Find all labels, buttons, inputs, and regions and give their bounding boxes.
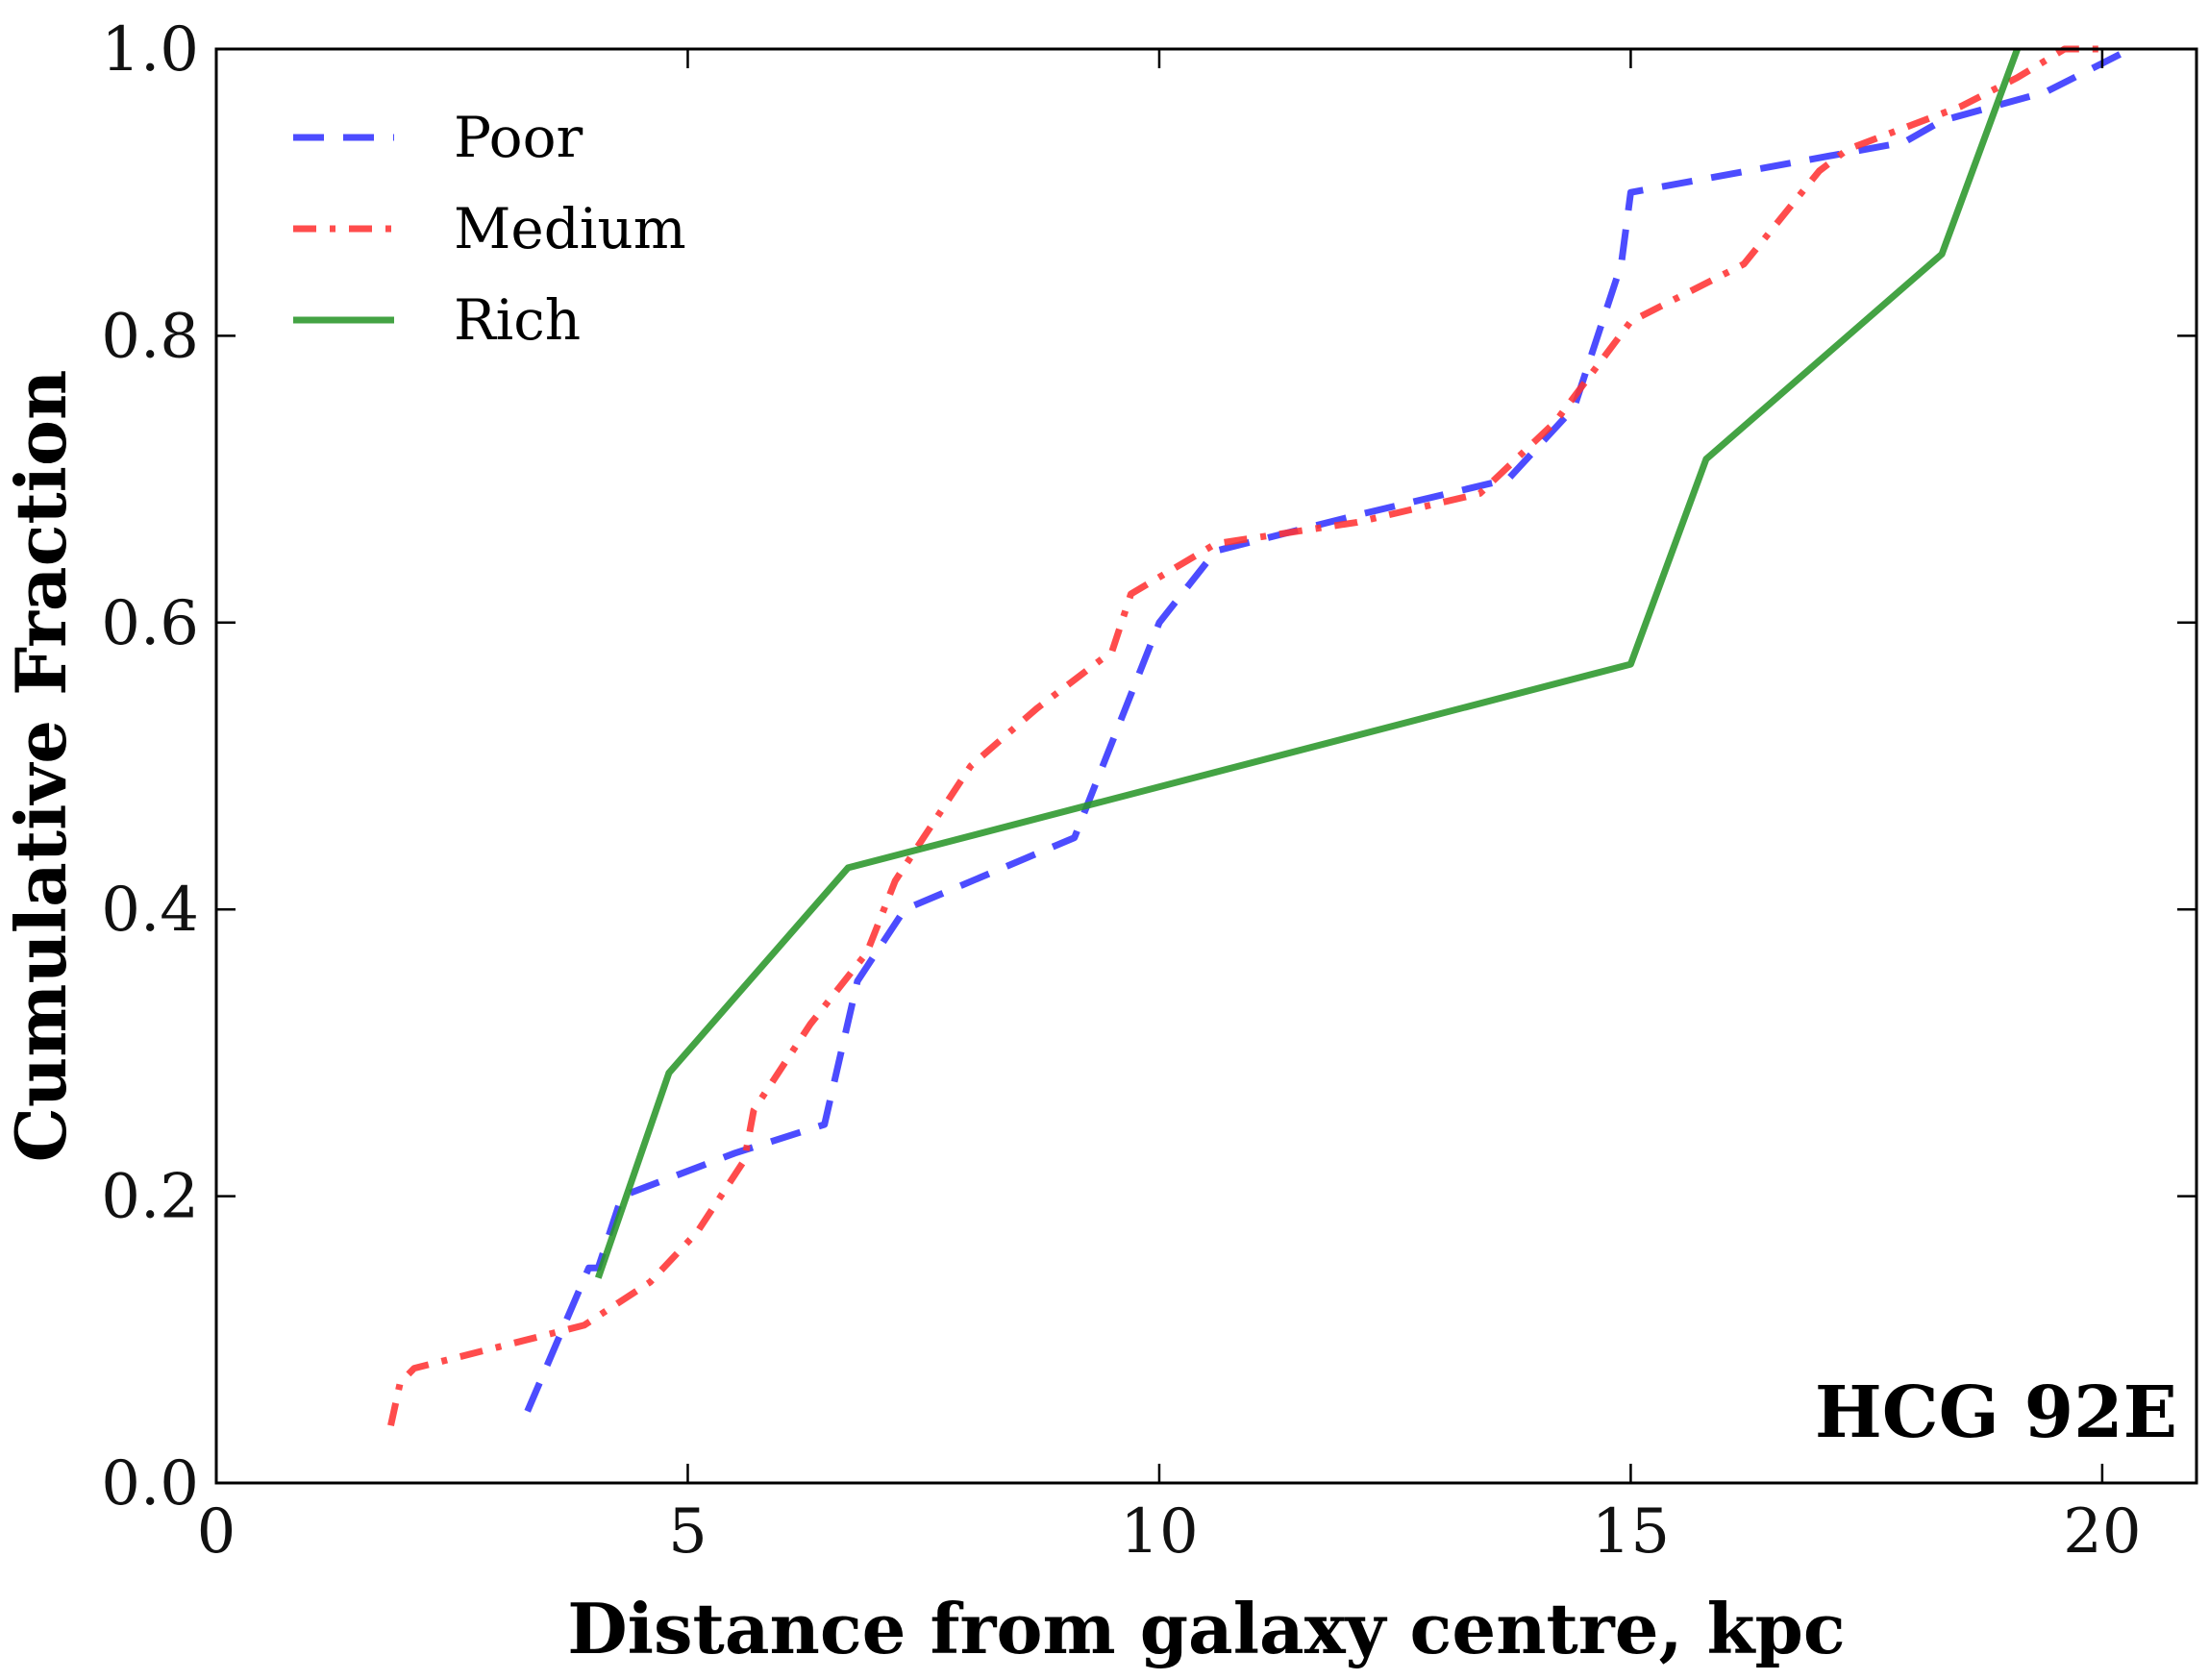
legend-label-rich: Rich	[454, 287, 581, 353]
y-tick-label: 1.0	[101, 14, 199, 86]
legend: Poor Medium Rich	[293, 105, 686, 353]
y-tick-label: 0.0	[101, 1448, 199, 1519]
y-tick-label: 0.2	[101, 1162, 199, 1233]
x-tick-label: 20	[2063, 1496, 2141, 1568]
y-tick-label: 0.4	[101, 875, 199, 946]
x-tick-label: 15	[1592, 1496, 1670, 1568]
annotation-label: HCG 92E	[1815, 1371, 2177, 1454]
y-axis-label: Cumulative Fraction	[0, 370, 82, 1163]
ticks-layer: 0 5 10 15 20 0.0 0.2 0.4 0.6 0.8 1.0	[101, 14, 2197, 1568]
y-tick-label: 0.8	[101, 301, 199, 372]
legend-label-poor: Poor	[454, 105, 583, 170]
x-axis-label: Distance from galaxy centre, kpc	[567, 1588, 1846, 1669]
y-tick-label: 0.6	[101, 588, 199, 659]
x-tick-label: 5	[668, 1496, 707, 1568]
legend-label-medium: Medium	[454, 196, 686, 261]
x-tick-label: 0	[197, 1496, 236, 1568]
series-line-medium	[387, 45, 2102, 1427]
series-line-rich	[594, 47, 2021, 1279]
series-layer	[387, 45, 2132, 1427]
x-tick-label: 10	[1120, 1496, 1198, 1568]
plot-frame	[214, 47, 2198, 1485]
series-line-poor	[524, 45, 2132, 1413]
